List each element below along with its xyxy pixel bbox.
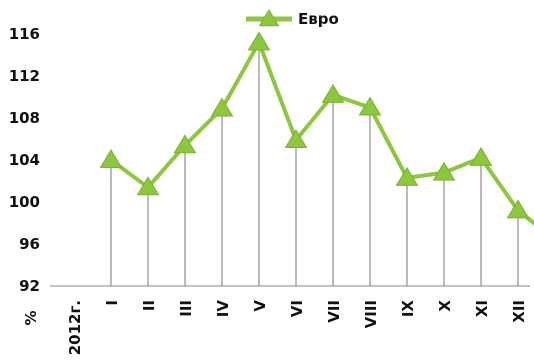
- series-markers: [99, 31, 530, 219]
- y-axis-label: %: [22, 310, 40, 325]
- x-tick-label: I: [103, 300, 121, 306]
- y-tick-label: 112: [9, 67, 40, 85]
- data-point-marker: [173, 134, 197, 154]
- x-tick-label: IX: [399, 300, 417, 318]
- x-tick-label: 2012г.: [66, 300, 84, 355]
- data-point-marker: [506, 199, 530, 219]
- drop-lines: [110, 42, 519, 286]
- x-tick-label: II: [140, 300, 158, 311]
- data-point-marker: [358, 96, 382, 116]
- legend: Евро: [246, 9, 339, 28]
- data-point-marker: [321, 83, 345, 103]
- data-point-marker: [284, 129, 308, 149]
- y-tick-label: 104: [9, 151, 40, 169]
- x-axis-ticks: 2012г.IIIIIIIVVVIVIIVIIIIXXXIXII2013г.: [66, 300, 528, 356]
- x-tick-label: XII: [510, 300, 528, 323]
- x-tick-label: VIII: [362, 300, 380, 328]
- x-tick-label: VI: [288, 300, 306, 317]
- legend-marker: [258, 9, 280, 27]
- data-point-marker: [136, 176, 160, 196]
- data-point-marker: [99, 149, 123, 168]
- y-tick-label: 100: [9, 193, 40, 211]
- series-line-euro: [109, 40, 534, 226]
- data-point-marker: [432, 161, 456, 181]
- x-tick-label: III: [177, 300, 195, 317]
- legend-label: Евро: [298, 10, 339, 28]
- x-tick-label: XI: [473, 300, 491, 317]
- data-point-marker: [247, 31, 271, 51]
- data-point-marker: [210, 97, 234, 117]
- x-tick-label: IV: [214, 300, 232, 318]
- y-tick-label: 108: [9, 109, 40, 127]
- y-tick-label: 92: [19, 277, 40, 295]
- x-tick-label: V: [251, 300, 269, 312]
- y-tick-label: 96: [19, 235, 40, 253]
- data-point-marker: [395, 166, 419, 186]
- y-tick-label: 116: [9, 25, 40, 43]
- y-axis-ticks: 92 96 100 104 108 112 116: [9, 25, 40, 295]
- x-tick-label: VII: [325, 300, 343, 323]
- x-tick-label: X: [436, 300, 454, 312]
- data-point-marker: [469, 146, 493, 166]
